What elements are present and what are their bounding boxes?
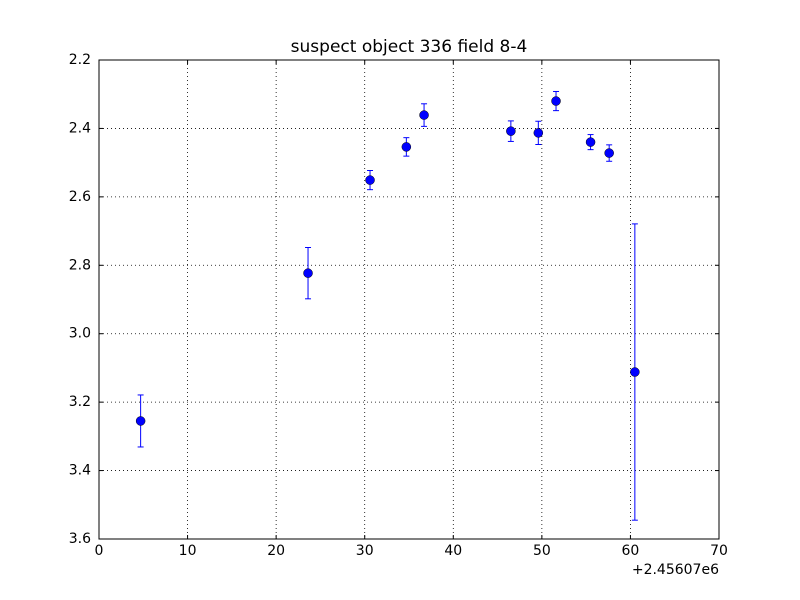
y-tick-label: 2.8	[69, 257, 91, 273]
data-point	[506, 126, 516, 136]
chart-title: suspect object 336 field 8-4	[291, 37, 528, 57]
y-tick-label: 3.0	[69, 326, 91, 342]
data-point	[630, 367, 640, 377]
y-tick-label: 2.2	[69, 52, 91, 68]
y-tick-label: 3.2	[69, 394, 91, 410]
data-point	[585, 137, 596, 147]
x-tick-label: 20	[267, 543, 285, 559]
data-point	[365, 175, 375, 185]
x-offset-label: +2.45607e6	[632, 562, 719, 578]
y-tick-label: 2.6	[69, 189, 91, 205]
x-tick-label: 50	[533, 543, 551, 559]
y-tick-label: 3.6	[69, 531, 91, 547]
data-point	[401, 142, 412, 152]
data-point	[303, 268, 313, 278]
data-point	[135, 416, 146, 426]
plot-frame	[98, 59, 720, 540]
data-point	[604, 148, 614, 158]
y-tick-label: 3.4	[69, 463, 91, 479]
x-tick-label: 60	[622, 543, 640, 559]
data-point	[551, 96, 561, 106]
data-point	[419, 110, 429, 120]
x-tick-label: 70	[710, 543, 728, 559]
x-tick-label: 10	[179, 543, 197, 559]
x-tick-label: 40	[444, 543, 462, 559]
x-tick-label: 30	[356, 543, 374, 559]
data-point	[533, 128, 544, 138]
y-tick-label: 2.4	[69, 120, 91, 136]
x-tick-label: 0	[95, 543, 104, 559]
